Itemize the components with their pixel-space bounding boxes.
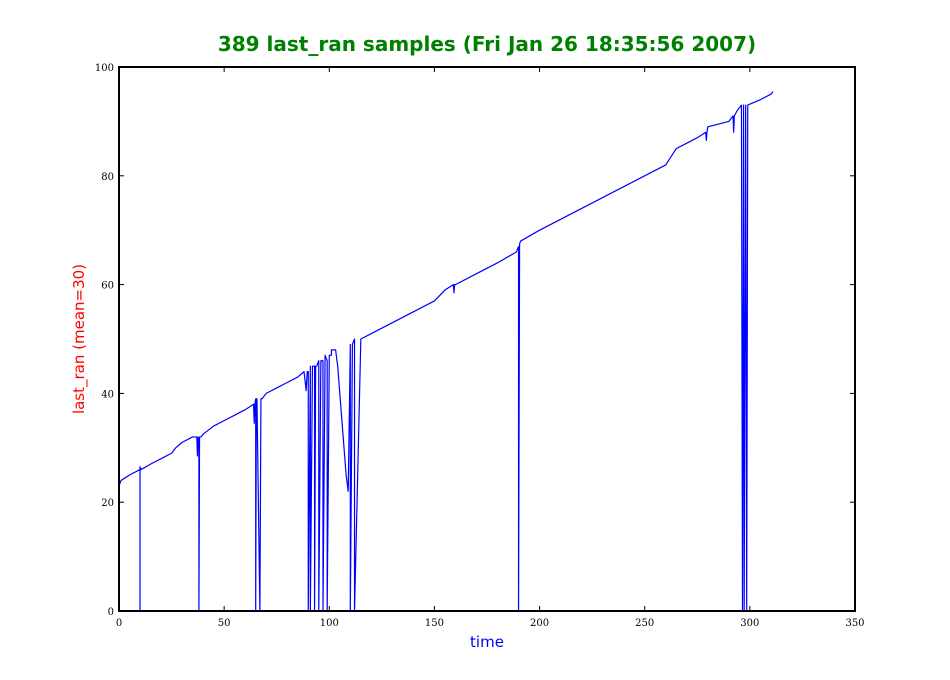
x-axis-label: time xyxy=(470,633,504,651)
x-tick-label: 200 xyxy=(530,618,549,629)
x-tick-label: 100 xyxy=(320,618,339,629)
x-tick-label: 150 xyxy=(425,618,444,629)
axis-ticks: 0 50 100 150 200 250 300 350 0 20 40 60 80 100 xyxy=(95,63,865,629)
y-tick-label: 60 xyxy=(101,281,114,292)
x-tick-label: 50 xyxy=(218,618,231,629)
y-tick-label: 100 xyxy=(95,63,114,74)
y-tick-label: 80 xyxy=(101,172,114,183)
y-tick-label: 0 xyxy=(108,607,114,618)
plot-frame xyxy=(118,66,856,612)
x-tick-label: 300 xyxy=(740,618,759,629)
x-tick-label: 250 xyxy=(635,618,654,629)
x-tick-label: 0 xyxy=(116,618,122,629)
y-tick-label: 40 xyxy=(101,389,114,400)
x-tick-label: 350 xyxy=(845,618,864,629)
chart-title: 389 last_ran samples (Fri Jan 26 18:35:5… xyxy=(218,32,756,56)
y-tick-label: 20 xyxy=(101,498,114,509)
y-axis-label: last_ran (mean=30) xyxy=(70,264,89,414)
